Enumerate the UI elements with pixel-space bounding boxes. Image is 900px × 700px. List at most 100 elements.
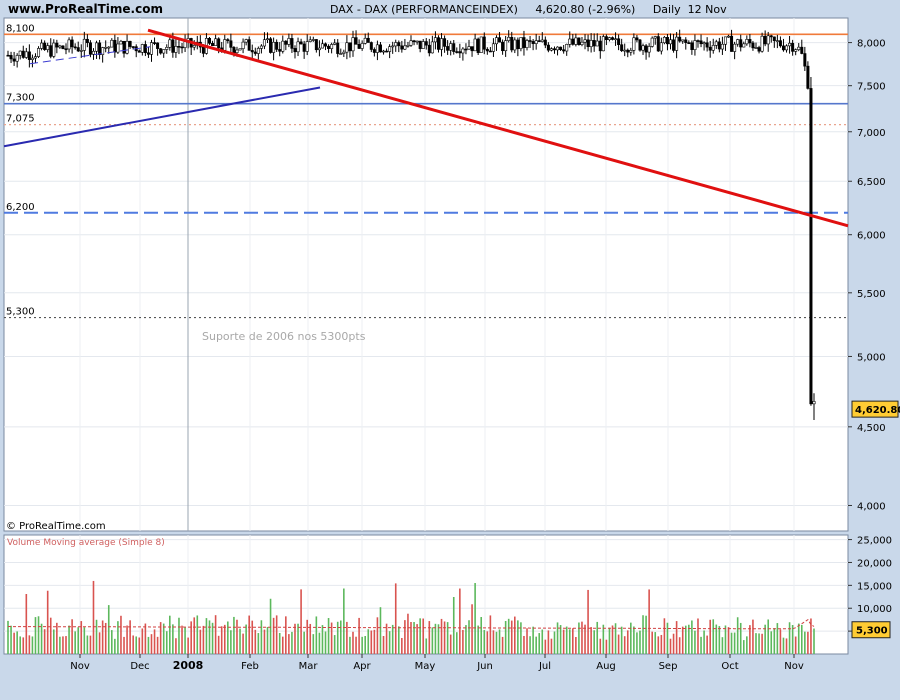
candle-body: [528, 40, 532, 42]
candle-body: [293, 48, 297, 53]
candle-body: [504, 40, 508, 52]
candle-body: [669, 39, 673, 45]
candle-body: [607, 37, 611, 41]
candle-body: [494, 37, 498, 45]
candle-body: [562, 49, 566, 52]
candle-body: [785, 45, 789, 51]
candle-body: [745, 39, 749, 45]
candle-body: [259, 45, 263, 49]
candle-body: [302, 43, 306, 52]
candle-body: [788, 42, 792, 47]
candle-body: [317, 47, 321, 51]
candle-body: [241, 41, 245, 50]
candle-body: [812, 401, 816, 405]
candle-body: [543, 39, 547, 46]
candle-body: [177, 46, 181, 48]
chart-annotation: Suporte de 2006 nos 5300pts: [202, 330, 366, 343]
candle-body: [482, 36, 486, 50]
candle-body: [650, 37, 654, 47]
candle-body: [91, 50, 95, 55]
candle-body: [388, 46, 392, 52]
candle-body: [769, 35, 773, 38]
candle-body: [43, 42, 47, 50]
candle-body: [705, 42, 709, 48]
candle-body: [342, 51, 346, 54]
candle-body: [143, 44, 147, 54]
candle-body: [632, 37, 636, 51]
candle-body: [623, 49, 627, 52]
candle-body: [24, 51, 28, 58]
x-tick-label: Oct: [721, 661, 738, 672]
candle-body: [82, 38, 86, 51]
candle-body: [754, 47, 758, 49]
last-price-label: 4,620.80: [855, 405, 900, 416]
candle-body: [366, 37, 370, 43]
candle-body: [394, 42, 398, 47]
candle-body: [717, 41, 721, 50]
candle-body: [284, 40, 288, 45]
candle-body: [443, 38, 447, 47]
candle-body: [391, 45, 395, 48]
candle-body: [580, 41, 584, 45]
candle-body: [262, 39, 266, 47]
candle-body: [214, 38, 218, 46]
candle-body: [382, 50, 386, 53]
candle-body: [290, 38, 294, 49]
candle-body: [751, 42, 755, 49]
candle-body: [635, 37, 639, 41]
candle-body: [659, 42, 663, 52]
candle-body: [162, 49, 166, 54]
candle-body: [333, 42, 337, 45]
candle-body: [397, 42, 401, 47]
candle-body: [137, 50, 141, 53]
price-tick-label: 8,000: [857, 39, 886, 50]
candle-body: [577, 37, 581, 45]
candle-body: [546, 44, 550, 51]
candle-body: [629, 49, 633, 53]
candle-body: [470, 46, 474, 52]
candle-body: [568, 38, 572, 45]
candle-body: [324, 43, 328, 47]
candle-body: [421, 41, 425, 49]
candle-body: [501, 41, 505, 52]
candle-body: [653, 36, 657, 39]
candle-body: [101, 47, 105, 55]
trendline-uptrend: [3, 86, 321, 148]
candle-body: [479, 36, 483, 53]
candle-body: [641, 45, 645, 51]
candle-body: [574, 37, 578, 45]
support-level-label: 8,100: [6, 23, 35, 34]
candle-body: [436, 37, 440, 50]
candle-body: [522, 37, 526, 48]
candle-body: [766, 35, 770, 45]
candle-body: [266, 38, 270, 41]
candle-body: [675, 36, 679, 51]
candle-body: [110, 39, 114, 48]
site-logo-text[interactable]: www.ProRealTime.com: [8, 2, 163, 16]
candle-body: [595, 40, 599, 47]
candle-body: [305, 41, 309, 52]
trendline-downtrend: [147, 28, 849, 228]
candle-body: [211, 43, 215, 46]
candle-body: [727, 35, 731, 38]
candle-body: [33, 56, 37, 59]
candle-body: [363, 37, 367, 44]
candle-body: [232, 47, 236, 54]
candle-body: [803, 53, 807, 67]
candle-body: [354, 37, 358, 45]
candle-body: [339, 53, 343, 55]
candle-body: [320, 43, 324, 49]
candle-body: [806, 65, 810, 89]
candle-body: [644, 45, 648, 53]
candle-body: [385, 50, 389, 53]
candle-body: [498, 37, 502, 43]
candle-body: [98, 42, 102, 55]
candle-body: [18, 50, 22, 56]
candle-body: [537, 40, 541, 42]
candle-body: [372, 49, 376, 53]
candle-body: [583, 39, 587, 43]
candle-body: [104, 47, 108, 49]
candle-body: [598, 40, 602, 52]
candle-body: [449, 43, 453, 51]
candle-body: [336, 42, 340, 54]
